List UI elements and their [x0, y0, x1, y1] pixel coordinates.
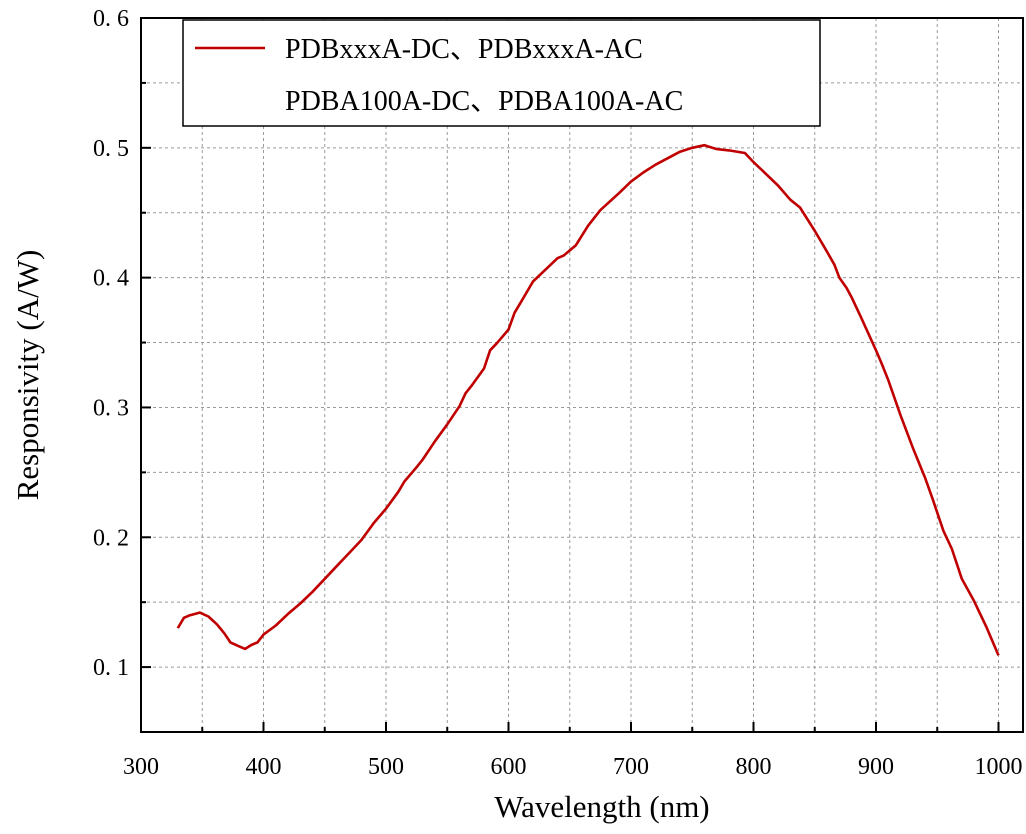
grid-lines	[141, 18, 1023, 732]
y-tick-label: 0. 4	[93, 266, 129, 292]
x-tick-label: 800	[736, 754, 772, 780]
x-axis-title: Wavelength (nm)	[494, 789, 709, 824]
legend-box	[182, 19, 821, 127]
legend: PDBxxxA-DC、PDBxxxA-AC PDBA100A-DC、PDBA100…	[182, 19, 821, 127]
y-tick-label: 0. 6	[93, 6, 129, 32]
x-tick-label: 900	[858, 754, 894, 780]
legend-entry-label-line2: PDBA100A-DC、PDBA100A-AC	[285, 86, 683, 117]
x-tick-label: 600	[491, 754, 527, 780]
y-tick-label: 0. 5	[93, 136, 129, 162]
plot-frame	[140, 17, 1024, 733]
y-tick-label: 0. 3	[93, 395, 129, 421]
x-tick-label: 700	[613, 754, 649, 780]
x-tick-label: 300	[123, 754, 159, 780]
y-tick-label: 0. 2	[93, 525, 129, 551]
x-tick-label: 400	[246, 754, 282, 780]
y-axis-title: Responsivity (A/W)	[10, 250, 45, 501]
plot-area	[176, 143, 1000, 656]
x-tick-label: 1000	[975, 754, 1023, 780]
axis-ticks: 300 400 500 600 700 800 900 1000 0. 1 0. 2 0. 3 0. …	[93, 6, 1023, 780]
series-line	[176, 143, 1000, 656]
y-tick-label: 0. 1	[93, 655, 129, 681]
legend-entry-label: PDBxxxA-DC、PDBxxxA-AC	[285, 34, 643, 65]
x-tick-label: 500	[368, 754, 404, 780]
